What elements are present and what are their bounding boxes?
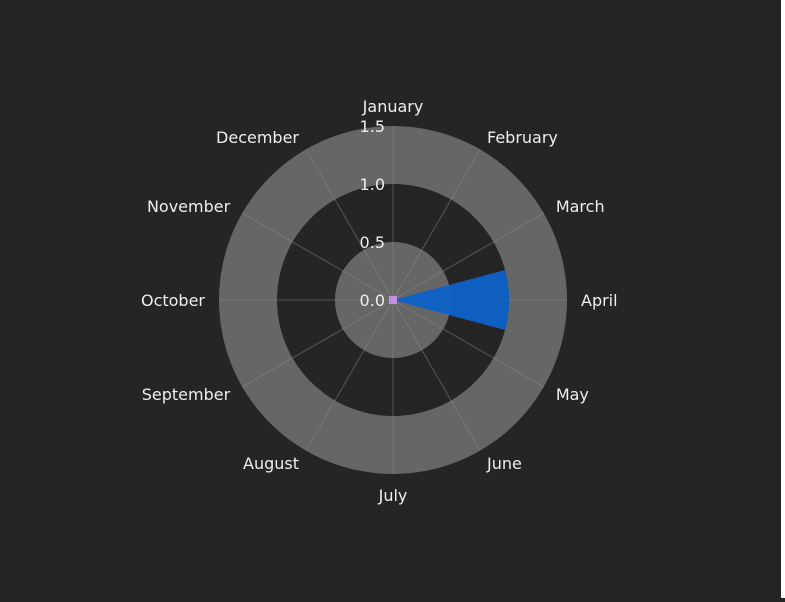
month-label-january: January [362, 97, 424, 116]
center-marker [389, 296, 397, 304]
month-label-december: December [216, 128, 299, 147]
radial-tick-label: 0.5 [360, 233, 385, 252]
month-label-march: March [556, 197, 605, 216]
bar-series [393, 269, 509, 331]
month-label-september: September [142, 385, 231, 404]
angular-grid-line [305, 149, 394, 301]
radial-tick-label: 0.0 [360, 291, 385, 310]
radial-tick-labels: 0.0 0.5 1.0 1.5 [360, 117, 385, 310]
month-label-october: October [141, 291, 205, 310]
month-label-april: April [581, 291, 618, 310]
radial-tick-label: 1.5 [360, 117, 385, 136]
angular-grid-line [242, 212, 394, 301]
angular-tick-labels: January February March April May June July Augu… [141, 97, 618, 505]
window-edge [781, 0, 785, 598]
angular-grid-line [242, 299, 394, 388]
month-label-july: July [378, 486, 408, 505]
angular-grid-line [392, 149, 481, 301]
month-label-august: August [243, 454, 299, 473]
angular-grid-line [392, 212, 544, 301]
month-label-june: June [486, 454, 522, 473]
month-label-february: February [487, 128, 558, 147]
angular-grid [219, 126, 567, 474]
angular-grid-line [392, 299, 544, 388]
bar-april [393, 269, 509, 331]
month-label-november: November [147, 197, 231, 216]
month-label-may: May [556, 385, 589, 404]
angular-grid-line [305, 299, 394, 451]
center-marker-layer [389, 296, 397, 304]
angular-grid-line [392, 299, 481, 451]
radial-tick-label: 1.0 [360, 175, 385, 194]
